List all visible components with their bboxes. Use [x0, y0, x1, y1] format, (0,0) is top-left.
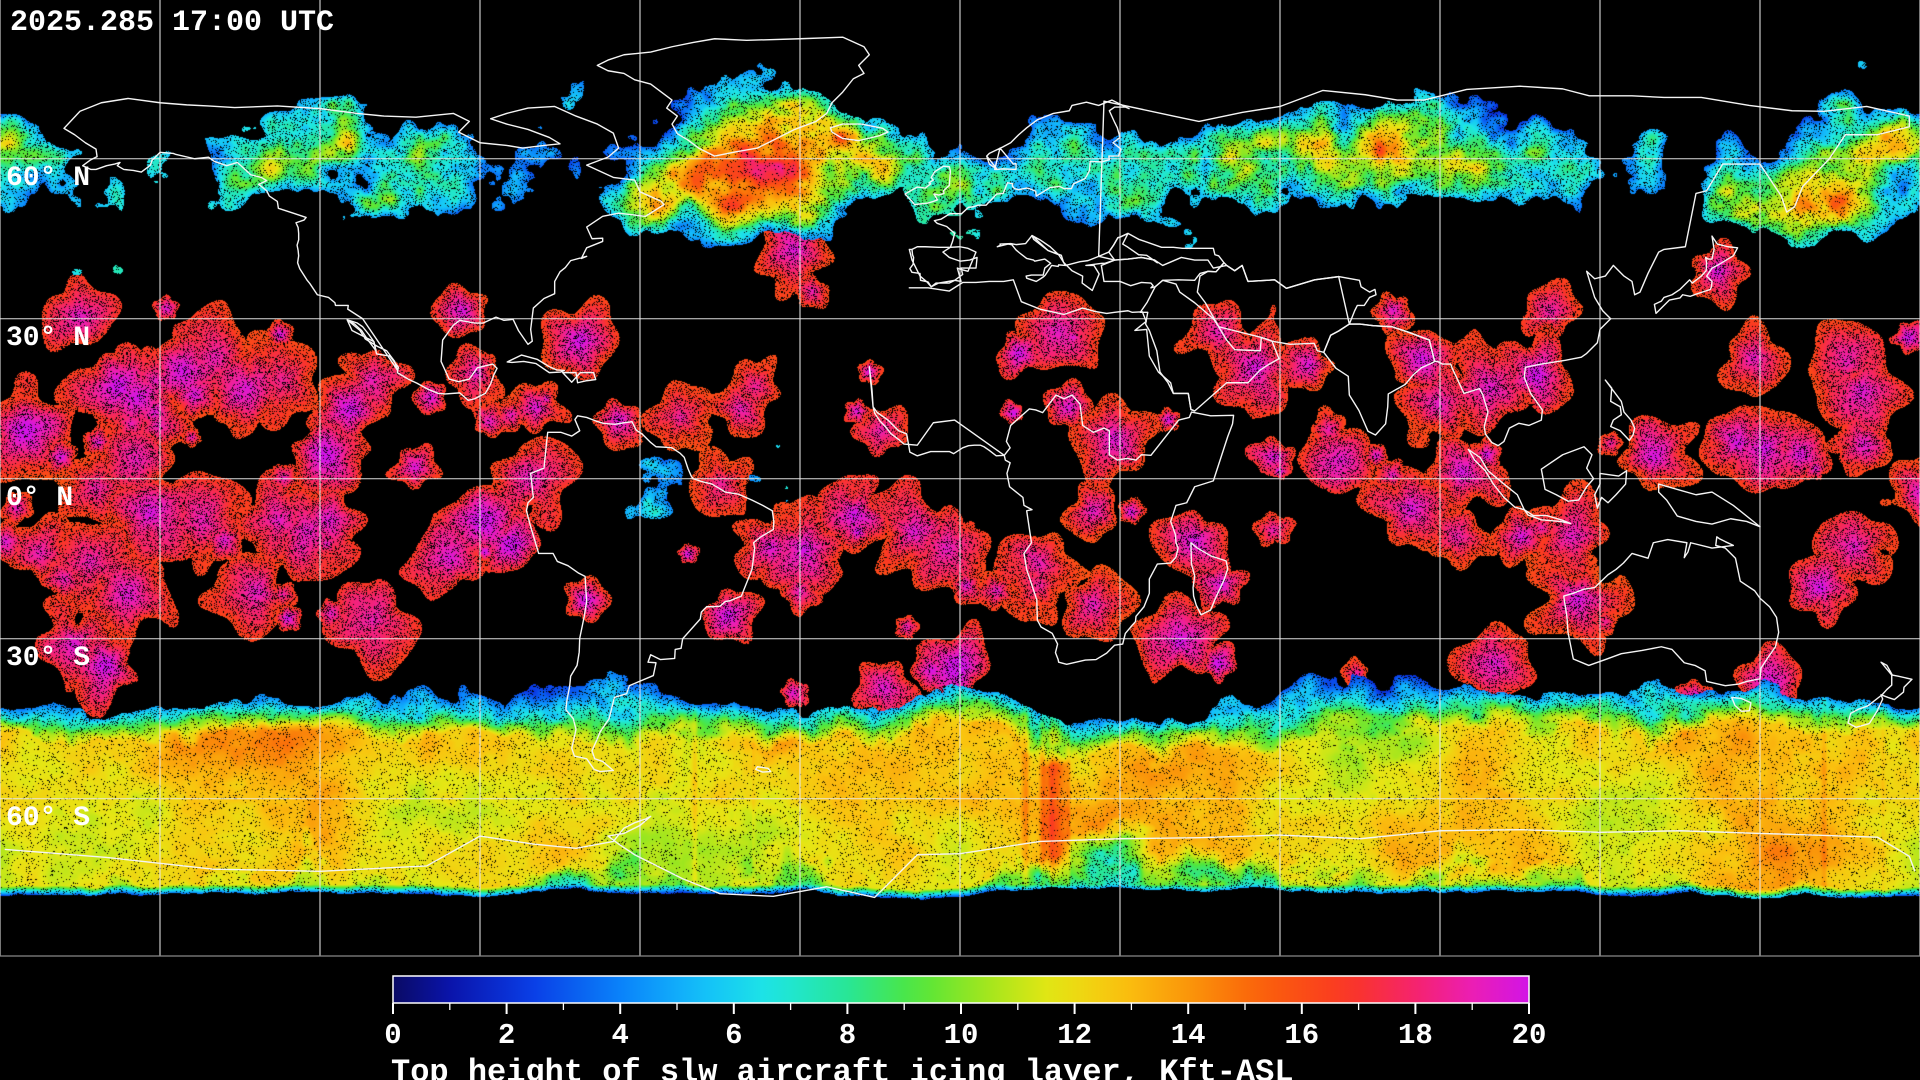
svg-text:16: 16 [1284, 1019, 1319, 1052]
svg-text:6: 6 [725, 1019, 742, 1052]
svg-text:0° N: 0° N [6, 483, 73, 514]
svg-text:60° N: 60° N [6, 163, 90, 194]
svg-text:30° S: 30° S [6, 643, 90, 674]
svg-text:Top height of slw aircraft ici: Top height of slw aircraft icing layer, … [391, 1054, 1294, 1080]
svg-text:14: 14 [1171, 1019, 1206, 1052]
svg-text:2: 2 [498, 1019, 515, 1052]
svg-text:2025.285 17:00 UTC: 2025.285 17:00 UTC [10, 6, 334, 40]
svg-text:0: 0 [384, 1019, 401, 1052]
svg-text:4: 4 [611, 1019, 628, 1052]
svg-text:20: 20 [1512, 1019, 1547, 1052]
svg-text:12: 12 [1057, 1019, 1092, 1052]
svg-text:10: 10 [944, 1019, 979, 1052]
svg-text:60° S: 60° S [6, 803, 90, 834]
svg-text:8: 8 [839, 1019, 856, 1052]
svg-text:30° N: 30° N [6, 323, 90, 354]
svg-text:18: 18 [1398, 1019, 1433, 1052]
